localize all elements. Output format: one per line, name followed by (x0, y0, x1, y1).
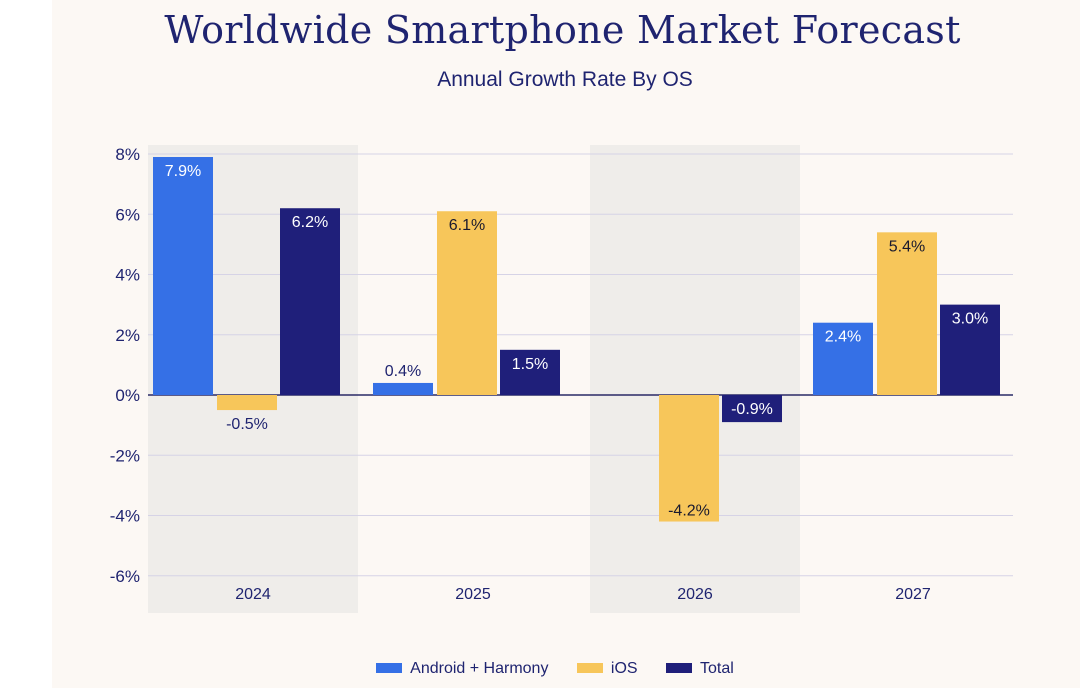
data-label: 2.4% (825, 329, 861, 346)
y-tick-label: 0% (115, 386, 140, 405)
data-label: 5.4% (889, 238, 925, 255)
bar-ios-2025 (437, 211, 497, 395)
x-tick-label: 2026 (677, 586, 713, 603)
y-tick-label: 2% (115, 326, 140, 345)
legend: Android + Harmony iOS Total (0, 660, 1080, 678)
y-tick-label: 4% (115, 266, 140, 285)
bar-ios-2027 (877, 232, 937, 395)
legend-item-android: Android + Harmony (376, 660, 548, 678)
legend-item-total: Total (666, 660, 734, 678)
legend-item-ios: iOS (576, 660, 638, 678)
chart-title: Worldwide Smartphone Market Forecast (164, 8, 961, 52)
y-tick-label: -2% (110, 446, 140, 465)
data-label: 1.5% (512, 356, 548, 373)
data-label: -4.2% (668, 503, 710, 520)
bar-android-harmony-2027 (813, 322, 873, 395)
data-label: 7.9% (165, 163, 201, 180)
x-tick-label: 2027 (895, 586, 931, 603)
y-tick-label: -6% (110, 567, 140, 586)
y-tick-label: -4% (110, 507, 140, 526)
x-tick-label: 2025 (455, 586, 491, 603)
legend-label-android: Android + Harmony (410, 660, 549, 677)
bar-android-harmony-2025 (373, 382, 433, 395)
legend-swatch-android (376, 662, 403, 673)
data-label: 0.4% (385, 363, 421, 380)
bar-ios-2024 (217, 395, 277, 411)
chart-subtitle: Annual Growth Rate By OS (437, 68, 693, 91)
data-label: 3.0% (952, 311, 988, 328)
y-tick-label: 8% (115, 145, 140, 164)
data-label: 6.2% (292, 214, 328, 231)
bar-ios-2026 (659, 395, 719, 522)
bar-android-harmony-2024 (153, 157, 213, 395)
legend-swatch-total (666, 662, 693, 673)
legend-swatch-ios (576, 662, 603, 673)
data-label: 6.1% (449, 217, 485, 234)
data-label: -0.9% (731, 401, 773, 418)
bar-total-2027 (940, 304, 1000, 395)
bar-total-2025 (500, 349, 560, 395)
legend-label-ios: iOS (610, 660, 638, 677)
bar-total-2024 (280, 208, 340, 395)
legend-label-total: Total (700, 660, 734, 677)
x-tick-label: 2024 (235, 586, 271, 603)
y-tick-label: 6% (115, 205, 140, 224)
bar-total-2026 (722, 395, 782, 423)
data-label: -0.5% (226, 416, 268, 433)
shaded-band-2026 (590, 145, 800, 613)
